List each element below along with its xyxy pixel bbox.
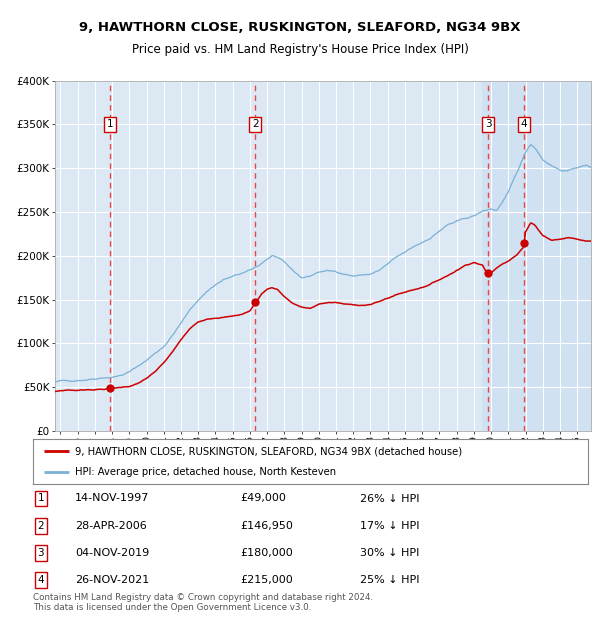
Text: 9, HAWTHORN CLOSE, RUSKINGTON, SLEAFORD, NG34 9BX (detached house): 9, HAWTHORN CLOSE, RUSKINGTON, SLEAFORD,… <box>74 446 462 456</box>
Text: 1: 1 <box>107 120 113 130</box>
Text: £215,000: £215,000 <box>240 575 293 585</box>
Text: 1: 1 <box>37 494 44 503</box>
Text: Contains HM Land Registry data © Crown copyright and database right 2024.
This d: Contains HM Land Registry data © Crown c… <box>33 593 373 612</box>
Text: HPI: Average price, detached house, North Kesteven: HPI: Average price, detached house, Nort… <box>74 466 336 477</box>
Text: £180,000: £180,000 <box>240 548 293 558</box>
Text: 3: 3 <box>37 548 44 558</box>
Text: 14-NOV-1997: 14-NOV-1997 <box>75 494 149 503</box>
Text: 28-APR-2006: 28-APR-2006 <box>75 521 147 531</box>
Text: £49,000: £49,000 <box>240 494 286 503</box>
Bar <box>482 81 591 431</box>
Text: 2: 2 <box>252 120 259 130</box>
Text: 17% ↓ HPI: 17% ↓ HPI <box>360 521 419 531</box>
Text: 2: 2 <box>37 521 44 531</box>
Text: £146,950: £146,950 <box>240 521 293 531</box>
Text: 4: 4 <box>520 120 527 130</box>
Text: Price paid vs. HM Land Registry's House Price Index (HPI): Price paid vs. HM Land Registry's House … <box>131 43 469 56</box>
Text: 04-NOV-2019: 04-NOV-2019 <box>75 548 149 558</box>
Text: 30% ↓ HPI: 30% ↓ HPI <box>360 548 419 558</box>
Text: 4: 4 <box>37 575 44 585</box>
Text: 25% ↓ HPI: 25% ↓ HPI <box>360 575 419 585</box>
Text: 3: 3 <box>485 120 491 130</box>
Text: 9, HAWTHORN CLOSE, RUSKINGTON, SLEAFORD, NG34 9BX: 9, HAWTHORN CLOSE, RUSKINGTON, SLEAFORD,… <box>79 22 521 34</box>
Text: 26-NOV-2021: 26-NOV-2021 <box>75 575 149 585</box>
Text: 26% ↓ HPI: 26% ↓ HPI <box>360 494 419 503</box>
